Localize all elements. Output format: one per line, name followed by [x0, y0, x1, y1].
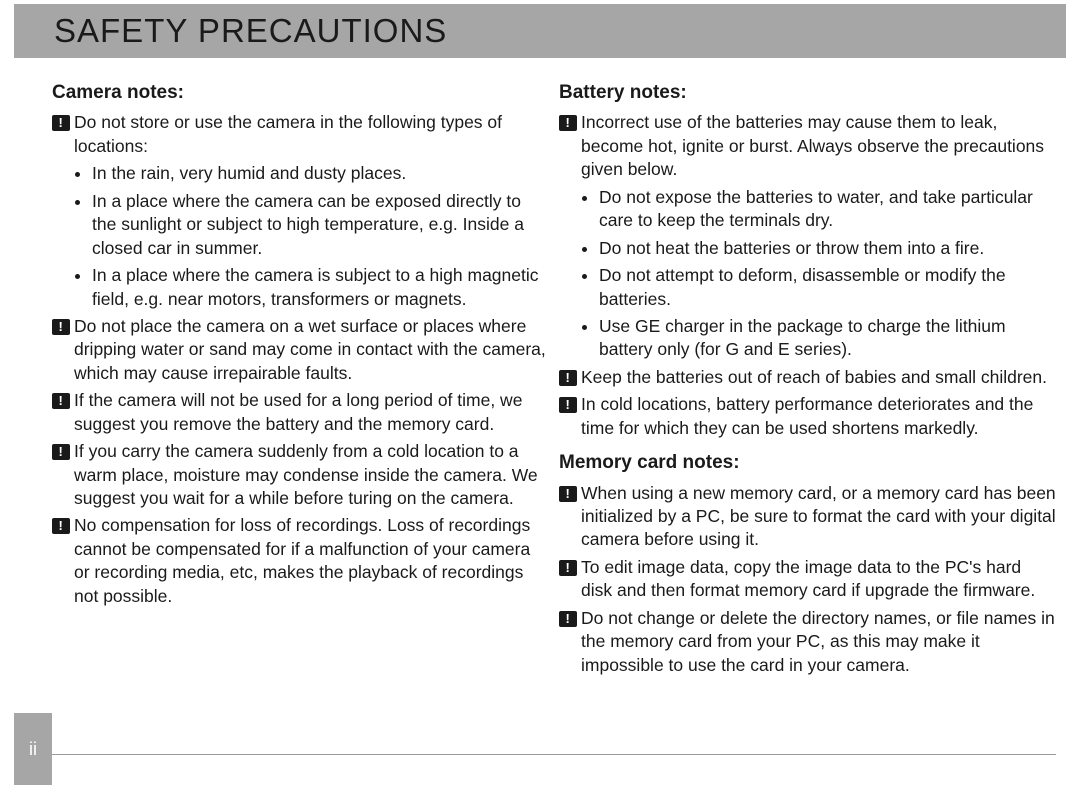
- header-band: SAFETY PRECAUTIONS: [14, 4, 1066, 58]
- list-item: In a place where the camera can be expos…: [92, 190, 549, 260]
- list-item: Do not expose the batteries to water, an…: [599, 186, 1056, 233]
- note-text: Keep the batteries out of reach of babie…: [581, 366, 1056, 389]
- list-item: Do not attempt to deform, disassemble or…: [599, 264, 1056, 311]
- warning-icon: [52, 319, 70, 335]
- camera-notes-title: Camera notes:: [52, 80, 549, 105]
- battery-note-2: Keep the batteries out of reach of babie…: [559, 366, 1056, 389]
- warning-icon: [559, 611, 577, 627]
- memory-note-3: Do not change or delete the directory na…: [559, 607, 1056, 677]
- battery-notes-title: Battery notes:: [559, 80, 1056, 105]
- battery-note-1: Incorrect use of the batteries may cause…: [559, 111, 1056, 181]
- memory-note-2: To edit image data, copy the image data …: [559, 556, 1056, 603]
- page-title: SAFETY PRECAUTIONS: [54, 12, 447, 50]
- camera-note-5: No compensation for loss of recordings. …: [52, 514, 549, 608]
- memory-notes-title: Memory card notes:: [559, 450, 1056, 475]
- page-number: ii: [29, 739, 37, 760]
- note-text: If you carry the camera suddenly from a …: [74, 440, 549, 510]
- camera-note-1: Do not store or use the camera in the fo…: [52, 111, 549, 158]
- note-text: When using a new memory card, or a memor…: [581, 482, 1056, 552]
- note-text: Do not change or delete the directory na…: [581, 607, 1056, 677]
- note-text: Do not place the camera on a wet surface…: [74, 315, 549, 385]
- page-body: Camera notes: Do not store or use the ca…: [52, 78, 1056, 751]
- list-item: In a place where the camera is subject t…: [92, 264, 549, 311]
- note-text: In cold locations, battery performance d…: [581, 393, 1056, 440]
- note-text: To edit image data, copy the image data …: [581, 556, 1056, 603]
- note-text: No compensation for loss of recordings. …: [74, 514, 549, 608]
- warning-icon: [52, 444, 70, 460]
- camera-note-1-list: In the rain, very humid and dusty places…: [92, 162, 549, 311]
- warning-icon: [52, 115, 70, 131]
- warning-icon: [559, 115, 577, 131]
- list-item: Do not heat the batteries or throw them …: [599, 237, 1056, 260]
- list-item: Use GE charger in the package to charge …: [599, 315, 1056, 362]
- list-item: In the rain, very humid and dusty places…: [92, 162, 549, 185]
- camera-note-4: If you carry the camera suddenly from a …: [52, 440, 549, 510]
- camera-note-2: Do not place the camera on a wet surface…: [52, 315, 549, 385]
- warning-icon: [559, 370, 577, 386]
- note-text: Incorrect use of the batteries may cause…: [581, 111, 1056, 181]
- battery-note-3: In cold locations, battery performance d…: [559, 393, 1056, 440]
- page-number-tab: ii: [14, 713, 52, 785]
- note-text: If the camera will not be used for a lon…: [74, 389, 549, 436]
- warning-icon: [52, 393, 70, 409]
- warning-icon: [559, 486, 577, 502]
- memory-note-1: When using a new memory card, or a memor…: [559, 482, 1056, 552]
- camera-note-3: If the camera will not be used for a lon…: [52, 389, 549, 436]
- bottom-rule: [52, 754, 1056, 755]
- left-column: Camera notes: Do not store or use the ca…: [52, 78, 549, 751]
- battery-note-1-list: Do not expose the batteries to water, an…: [599, 186, 1056, 362]
- warning-icon: [52, 518, 70, 534]
- warning-icon: [559, 397, 577, 413]
- warning-icon: [559, 560, 577, 576]
- right-column: Battery notes: Incorrect use of the batt…: [559, 78, 1056, 751]
- note-text: Do not store or use the camera in the fo…: [74, 111, 549, 158]
